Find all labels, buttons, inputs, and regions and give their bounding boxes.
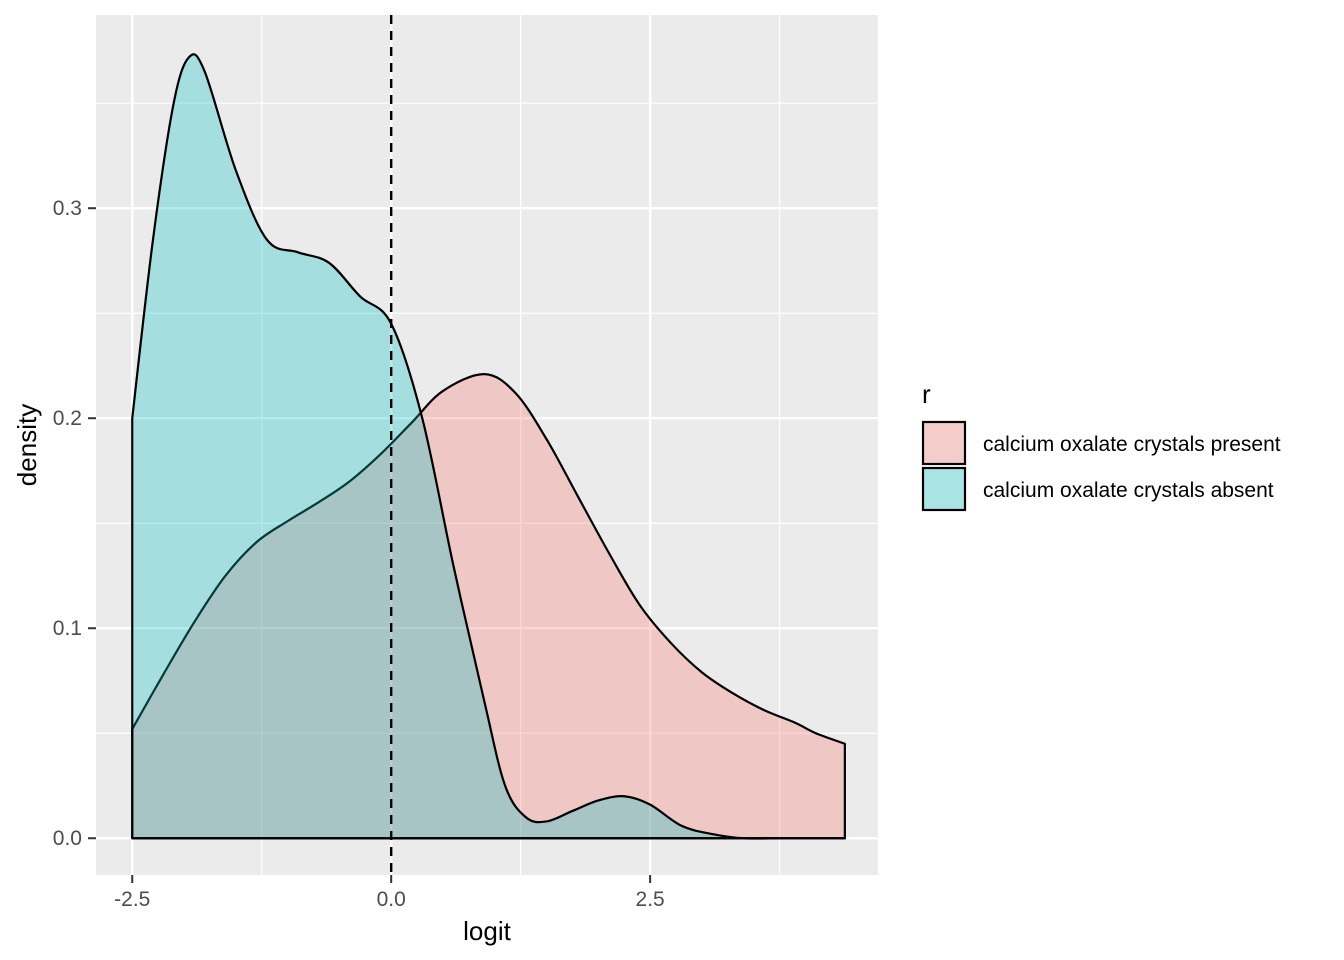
- y-tick-label-0: 0.0: [53, 827, 82, 850]
- y-tick-label-1: 0.1: [53, 617, 82, 640]
- x-tick-label-0: -2.5: [114, 888, 150, 911]
- x-tick-label-1: 0.0: [377, 888, 406, 911]
- x-tick-label-2: 2.5: [636, 888, 665, 911]
- y-axis-title: density: [12, 404, 42, 486]
- legend-label-0: calcium oxalate crystals present: [983, 433, 1281, 456]
- legend-key-1: [921, 466, 967, 512]
- axis-layer: -2.5 0.0 2.5 0.0 0.1 0.2 0.3: [53, 197, 665, 911]
- x-axis-title: logit: [463, 916, 511, 946]
- grid-minor: [96, 15, 878, 875]
- legend-key-bg-0: [922, 421, 966, 465]
- density-area-present: [131, 373, 846, 840]
- plot-panel: [96, 15, 878, 875]
- density-area-absent: [131, 53, 846, 840]
- legend-label-1: calcium oxalate crystals absent: [983, 479, 1274, 502]
- legend-entries: calcium oxalate crystals present calcium …: [921, 420, 1281, 512]
- legend: r calcium oxalate crystals presentcalciu…: [921, 379, 1281, 512]
- legend-title: r: [922, 379, 931, 409]
- legend-key-bg-1: [922, 467, 966, 511]
- y-tick-label-2: 0.2: [53, 407, 82, 430]
- legend-key-0: [921, 420, 967, 466]
- series-layer: [131, 53, 846, 840]
- y-tick-label-3: 0.3: [53, 197, 82, 220]
